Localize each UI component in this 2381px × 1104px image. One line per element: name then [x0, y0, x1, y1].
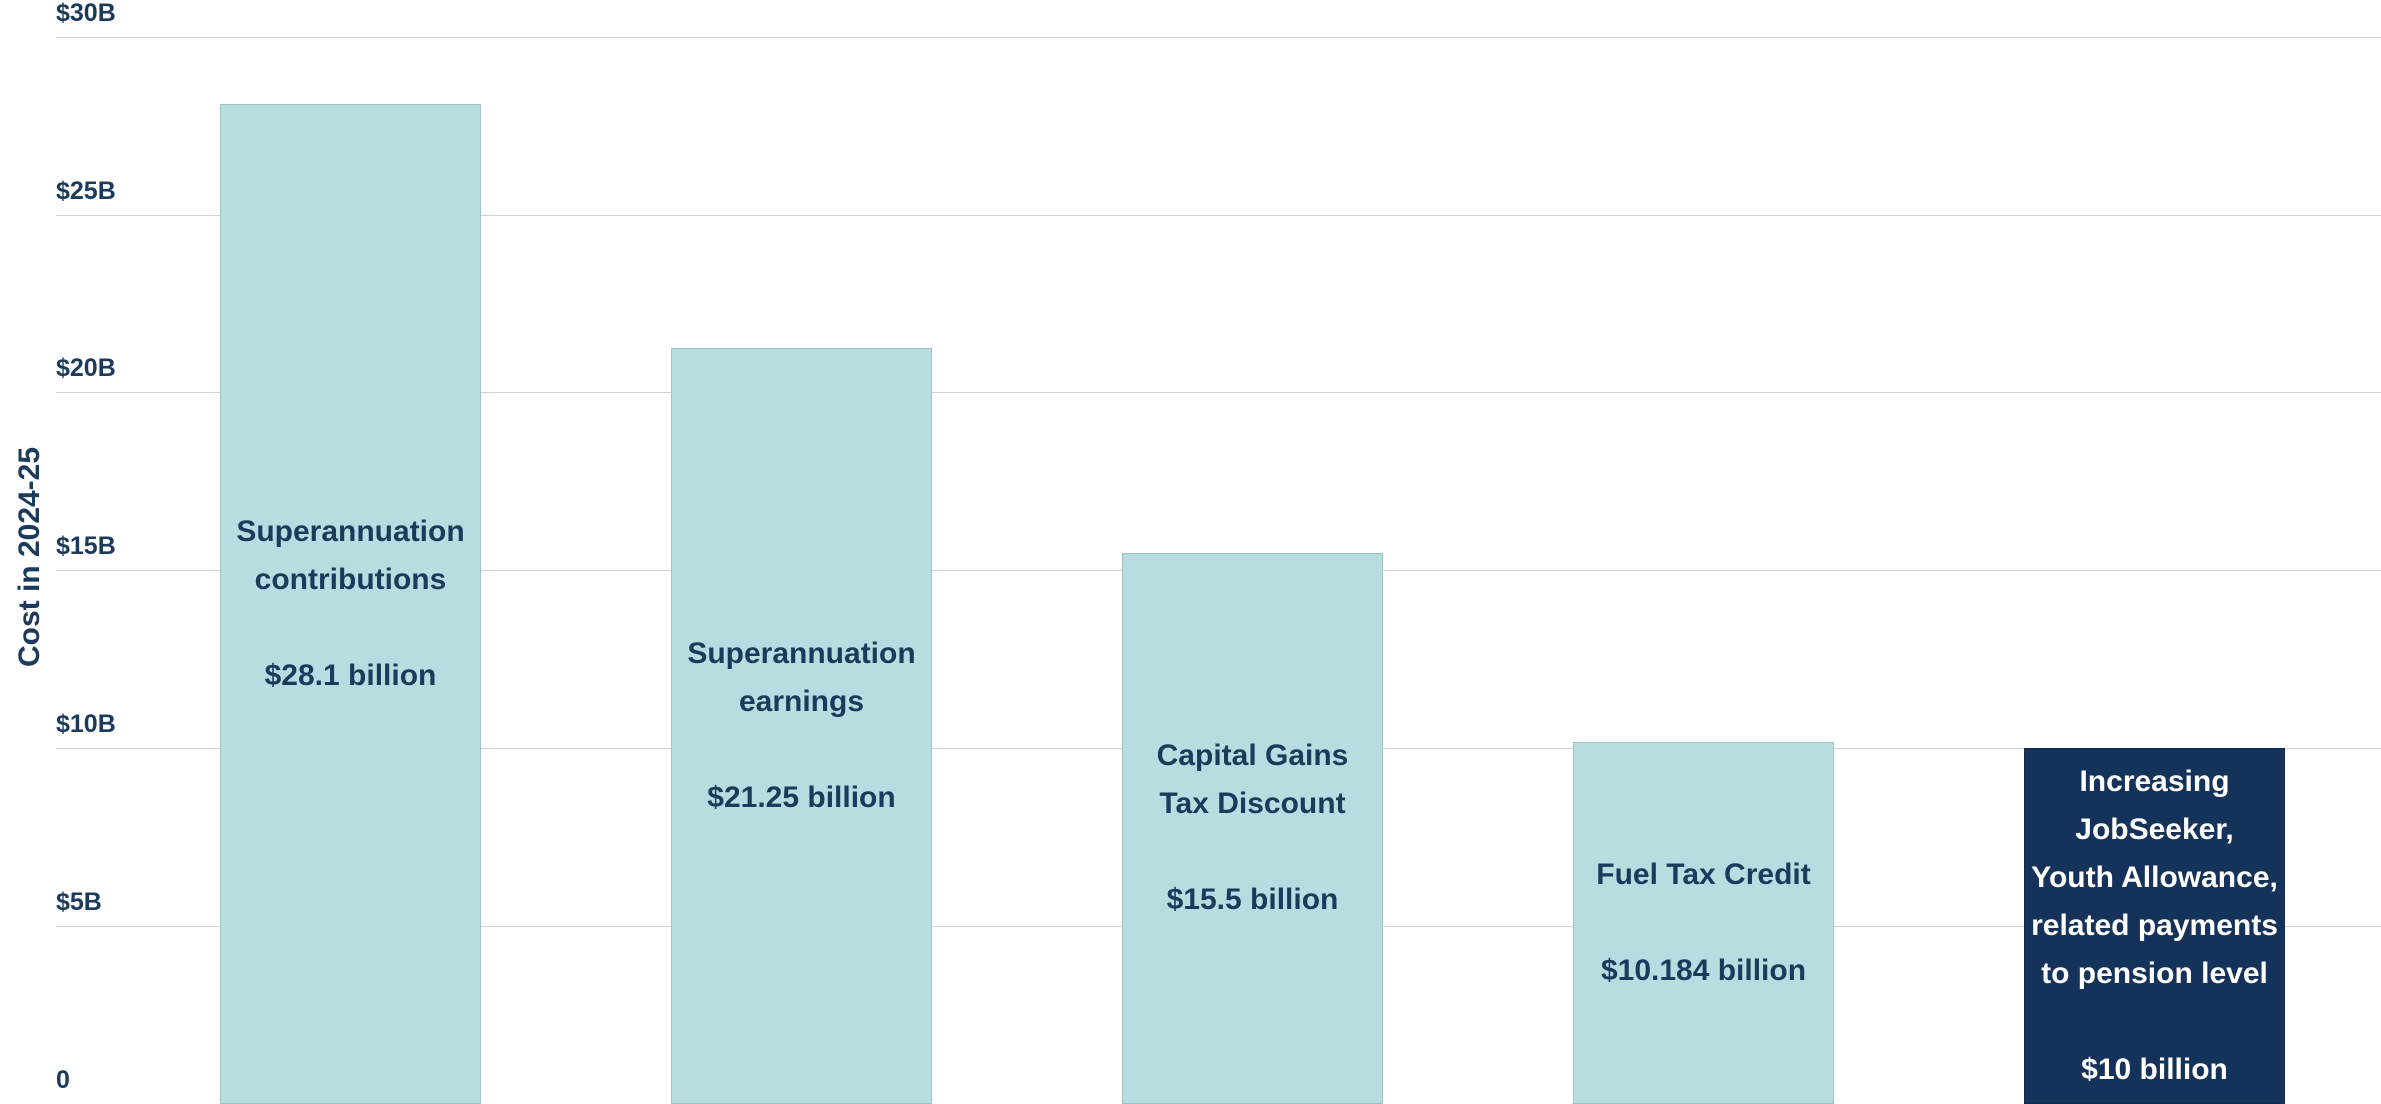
bar-value-label: $15.5 billion: [1166, 883, 1339, 917]
bar-value-label: $28.1 billion: [264, 659, 437, 693]
bar: Superannuation earnings $21.25 billion: [671, 347, 932, 1104]
y-tick-label: $20B: [56, 354, 116, 383]
bar-value-label: $10.184 billion: [1600, 953, 1807, 987]
bar-category-label: Superannuation contributions: [236, 515, 465, 597]
y-tick-label: $30B: [56, 0, 116, 27]
bar: Fuel Tax Credit $10.184 billion: [1573, 741, 1834, 1104]
y-axis-label: Cost in 2024-25: [13, 446, 46, 668]
grid-line: [56, 214, 2381, 216]
y-tick-label: $25B: [56, 176, 116, 205]
grid-line: [56, 392, 2381, 394]
bar-value-label: $21.25 billion: [707, 780, 896, 814]
y-tick-label: $10B: [56, 710, 116, 739]
bar: Capital Gains Tax Discount $15.5 billion: [1122, 552, 1383, 1104]
bar-value-label: $10 billion: [2081, 1053, 2228, 1087]
bar-category-label: Increasing JobSeeker, Youth Allowance, r…: [2031, 765, 2278, 991]
y-tick-label: 0: [56, 1066, 70, 1094]
bar-category-label: Capital Gains Tax Discount: [1156, 739, 1349, 821]
grid-line: [56, 36, 2381, 38]
bar: Superannuation contributions $28.1 billio…: [220, 104, 481, 1104]
y-tick-label: $15B: [56, 532, 116, 561]
y-tick-label: $5B: [56, 888, 102, 917]
bar-category-label: Fuel Tax Credit: [1596, 857, 1811, 891]
bar: Increasing JobSeeker, Youth Allowance, r…: [2024, 748, 2285, 1104]
bar-category-label: Superannuation earnings: [687, 636, 916, 718]
